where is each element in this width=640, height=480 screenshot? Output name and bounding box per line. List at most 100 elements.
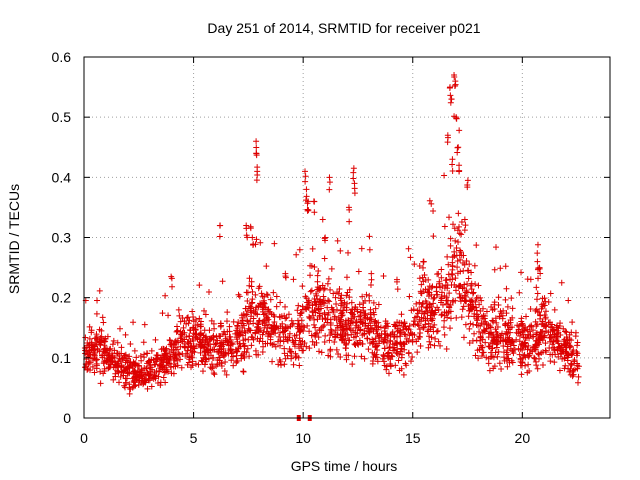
data-point [166, 336, 173, 343]
data-point [400, 326, 407, 333]
data-point [357, 319, 364, 326]
y-tick-label: 0.4 [52, 169, 72, 185]
data-point [187, 338, 194, 345]
data-point [405, 326, 412, 333]
data-point [162, 379, 169, 386]
data-point [103, 357, 110, 364]
data-point [414, 321, 421, 328]
data-point [465, 275, 472, 282]
data-point [235, 291, 242, 298]
data-point [434, 327, 441, 334]
data-point [470, 321, 477, 328]
data-point [447, 235, 454, 242]
data-point [561, 365, 568, 372]
data-point [547, 323, 554, 330]
data-point [115, 358, 122, 365]
data-point [530, 344, 537, 351]
data-point [281, 345, 288, 352]
data-point [487, 323, 494, 330]
data-point [253, 152, 260, 159]
data-point [346, 337, 353, 344]
data-point [207, 352, 214, 359]
data-point [259, 293, 266, 300]
data-point [101, 367, 108, 374]
data-point [441, 331, 448, 338]
data-point [273, 293, 280, 300]
data-point [481, 321, 488, 328]
data-point [124, 355, 131, 362]
data-point [562, 354, 569, 361]
data-point [394, 350, 401, 357]
data-point [447, 99, 454, 106]
data-point [244, 289, 251, 296]
data-point [536, 265, 543, 272]
data-point [400, 371, 407, 378]
data-point [262, 310, 269, 317]
data-point [438, 274, 445, 281]
data-point [177, 335, 184, 342]
data-point [452, 275, 459, 282]
data-point [391, 321, 398, 328]
data-point [276, 356, 283, 363]
data-point [420, 278, 427, 285]
data-point [571, 356, 578, 363]
data-point [366, 292, 373, 299]
data-point [447, 315, 454, 322]
data-point [533, 284, 540, 291]
data-point [126, 359, 133, 366]
data-point [321, 339, 328, 346]
data-point [500, 349, 507, 356]
data-point [324, 280, 331, 287]
data-point [368, 276, 375, 283]
data-point [473, 337, 480, 344]
data-point [244, 318, 251, 325]
data-point [277, 362, 284, 369]
data-point [417, 288, 424, 295]
data-point [466, 297, 473, 304]
data-point [424, 328, 431, 335]
data-point [297, 310, 304, 317]
data-point [131, 347, 138, 354]
data-point [336, 317, 343, 324]
data-point [423, 305, 430, 312]
data-point [264, 292, 271, 299]
data-point [333, 301, 340, 308]
data-point [248, 300, 255, 307]
data-point [382, 318, 389, 325]
data-point [408, 358, 415, 365]
data-point [449, 161, 456, 168]
data-point [244, 308, 251, 315]
data-point [393, 340, 400, 347]
data-point [432, 309, 439, 316]
data-point [99, 314, 106, 321]
data-point [549, 351, 556, 358]
data-point [434, 291, 441, 298]
data-point [456, 162, 463, 169]
data-point [250, 315, 257, 322]
data-point [211, 325, 218, 332]
data-point [200, 354, 207, 361]
data-point [375, 301, 382, 308]
data-point [534, 296, 541, 303]
data-point [216, 222, 223, 229]
data-point [452, 82, 459, 89]
data-point [345, 317, 352, 324]
data-point [436, 278, 443, 285]
data-point [218, 362, 225, 369]
data-point [401, 346, 408, 353]
data-point [217, 342, 224, 349]
data-point [549, 327, 556, 334]
data-point [169, 283, 176, 290]
data-point [256, 317, 263, 324]
data-point [264, 340, 271, 347]
data-point [308, 287, 315, 294]
data-point [342, 345, 349, 352]
data-point [534, 250, 541, 257]
x-tick-label: 10 [295, 430, 311, 446]
data-point [324, 316, 331, 323]
data-point [449, 156, 456, 163]
data-point [474, 311, 481, 318]
data-point [510, 342, 517, 349]
data-point [312, 290, 319, 297]
